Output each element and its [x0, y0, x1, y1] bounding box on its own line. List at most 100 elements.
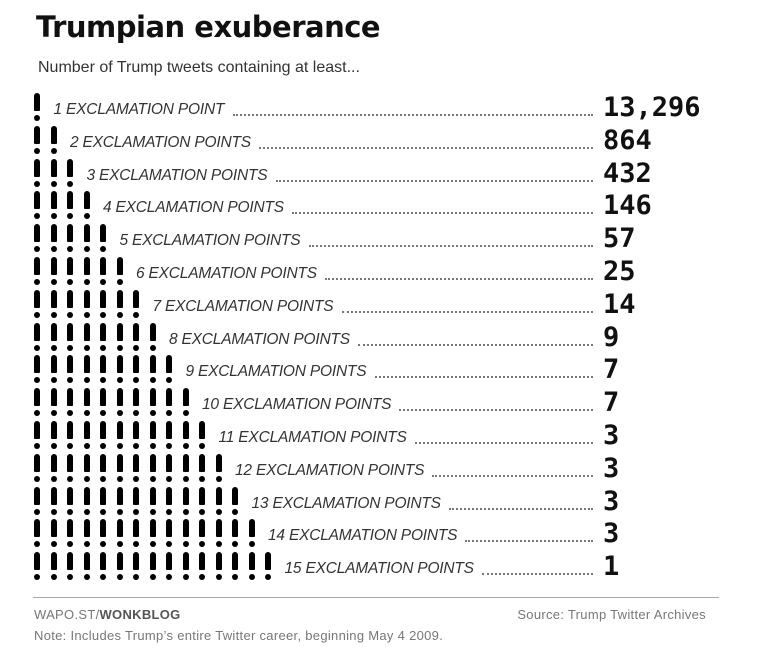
exclamation-icon [182, 453, 190, 484]
exclamation-icon [33, 420, 41, 451]
exclamation-icon [165, 518, 173, 549]
table-row: 13 EXCLAMATION POINTS 3 [33, 486, 723, 519]
row-value: 14 [603, 288, 636, 320]
table-row: 12 EXCLAMATION POINTS 3 [33, 453, 723, 486]
exclamation-icon [116, 289, 124, 320]
exclamation-icon [99, 551, 107, 582]
exclamation-icon [182, 387, 190, 418]
exclamation-icon [99, 223, 107, 254]
dot-leader [342, 310, 593, 313]
exclamation-icon [50, 518, 58, 549]
table-row: 11 EXCLAMATION POINTS 3 [33, 420, 723, 453]
exclamation-icon [33, 518, 41, 549]
dot-leader [325, 277, 593, 280]
exclamation-icon [149, 420, 157, 451]
credit-line: WAPO.ST/WONKBLOG [34, 607, 181, 622]
exclamation-icon [33, 190, 41, 221]
exclamation-icon [33, 223, 41, 254]
exclamation-icon [33, 486, 41, 517]
table-row: 2 EXCLAMATION POINTS 864 [33, 125, 723, 158]
table-row: 5 EXCLAMATION POINTS 57 [33, 223, 723, 256]
dot-leader [375, 376, 593, 379]
exclamation-icon [66, 289, 74, 320]
exclamation-icon [33, 92, 41, 123]
chart-subtitle: Number of Trump tweets containing at lea… [38, 59, 360, 76]
exclamation-icon [116, 322, 124, 353]
exclamation-icon [33, 453, 41, 484]
exclamation-icon [99, 486, 107, 517]
exclamation-icon [99, 453, 107, 484]
row-value: 9 [603, 321, 620, 353]
exclamation-icon [165, 354, 173, 385]
dot-leader [259, 146, 593, 149]
exclamation-icon [33, 256, 41, 287]
exclamation-icon [99, 322, 107, 353]
exclamation-icon [50, 190, 58, 221]
table-row: 8 EXCLAMATION POINTS 9 [33, 322, 723, 355]
exclamation-icon [99, 420, 107, 451]
exclamation-icon [198, 518, 206, 549]
exclamation-icon [33, 158, 41, 189]
exclamation-icon [215, 453, 223, 484]
exclamation-icon [50, 256, 58, 287]
exclamation-icon [116, 486, 124, 517]
exclamation-icon [83, 289, 91, 320]
row-value: 1 [603, 551, 620, 583]
exclamation-icon [132, 322, 140, 353]
row-value: 146 [603, 190, 652, 222]
row-value: 57 [603, 223, 636, 255]
exclamation-icon [215, 486, 223, 517]
exclamation-table: 1 EXCLAMATION POINT 13,296 2 EXCLAMATION P… [33, 92, 723, 584]
exclamation-icon [116, 453, 124, 484]
exclamation-icon [182, 486, 190, 517]
exclamation-icon [83, 420, 91, 451]
exclamation-icon [198, 420, 206, 451]
dot-leader [292, 212, 593, 215]
exclamation-icon [165, 486, 173, 517]
exclamation-icon [50, 158, 58, 189]
dot-leader [233, 114, 593, 116]
exclamation-icon [149, 518, 157, 549]
exclamation-icon [132, 453, 140, 484]
table-row: 7 EXCLAMATION POINTS 14 [33, 289, 723, 322]
row-value: 7 [603, 387, 620, 419]
exclamation-icon [182, 518, 190, 549]
row-value: 3 [603, 419, 620, 451]
table-row: 4 EXCLAMATION POINTS 146 [33, 190, 723, 223]
exclamation-icon [33, 387, 41, 418]
exclamation-icon [66, 354, 74, 385]
dot-leader [415, 441, 593, 444]
dot-leader [432, 474, 593, 477]
exclamation-icon [165, 551, 173, 582]
exclamation-icon [33, 322, 41, 353]
exclamation-icon [99, 387, 107, 418]
exclamation-icon [198, 551, 206, 582]
row-value: 7 [603, 354, 620, 386]
exclamation-icon [132, 289, 140, 320]
exclamation-icon [66, 551, 74, 582]
exclamation-icon [50, 223, 58, 254]
exclamation-icon [50, 551, 58, 582]
row-label: 7 EXCLAMATION POINTS [152, 297, 334, 315]
exclamation-icon [132, 387, 140, 418]
exclamation-icon [83, 453, 91, 484]
row-label: 8 EXCLAMATION POINTS [169, 330, 350, 348]
exclamation-icon [50, 125, 58, 156]
exclamation-icon [83, 190, 91, 221]
exclamation-icon [149, 551, 157, 582]
exclamation-icon [66, 486, 74, 517]
exclamation-icon [99, 354, 107, 385]
row-value: 3 [603, 485, 620, 517]
dot-leader [465, 540, 593, 543]
table-row: 10 EXCLAMATION POINTS 7 [33, 387, 723, 420]
exclamation-icon [116, 518, 124, 549]
exclamation-icon [99, 256, 107, 287]
row-label: 13 EXCLAMATION POINTS [251, 494, 442, 512]
row-value: 3 [603, 452, 620, 484]
row-label: 2 EXCLAMATION POINTS [70, 133, 251, 151]
exclamation-icon [83, 223, 91, 254]
exclamation-icon [33, 551, 41, 582]
exclamation-icon [83, 256, 91, 287]
row-label: 6 EXCLAMATION POINTS [136, 264, 317, 282]
row-value: 432 [603, 157, 652, 189]
